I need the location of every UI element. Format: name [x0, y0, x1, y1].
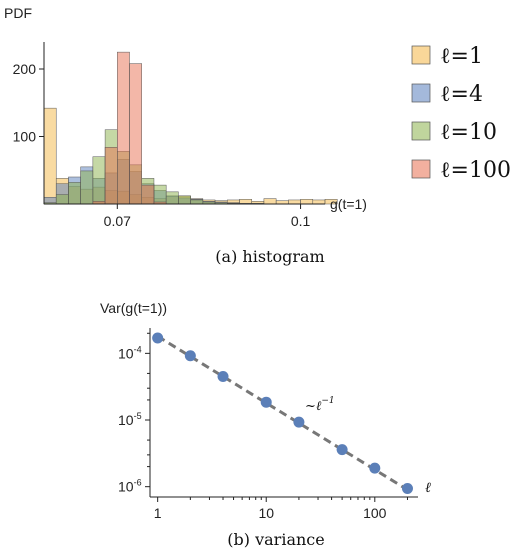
hist-bar [190, 199, 204, 205]
var-ticks: 1 10 100 10-4 10-5 10-6 [118, 332, 408, 521]
legend-label: ℓ=4 [440, 82, 483, 107]
legend-label: ℓ=100 [440, 158, 511, 183]
hist-bar [68, 182, 81, 205]
hist-bar [153, 184, 167, 205]
fit-label: ~ℓ−1 [305, 396, 335, 414]
var-data-point [152, 332, 164, 344]
var-data-point [217, 370, 229, 382]
legend-swatch [411, 83, 431, 103]
var-data-point [336, 444, 348, 456]
hist-bar [104, 147, 118, 205]
hist-bar [80, 170, 94, 205]
hist-bar [43, 107, 57, 205]
fit-label-exp: −1 [321, 396, 334, 406]
variance-panel: Var(g(t=1)) 1 10 100 10-4 10-5 10-6 ~ℓ−1 ℓ (b… [100, 300, 431, 549]
hist-bar [117, 51, 130, 205]
var-data-point [260, 396, 272, 408]
hist-bar [263, 198, 277, 205]
var-data-point [369, 462, 381, 474]
hist-bar [178, 195, 191, 205]
hist-y-tick-label: 100 [13, 129, 37, 145]
hist-bar [288, 199, 301, 205]
var-x-axis-label: ℓ [425, 480, 431, 496]
hist-bar [55, 194, 69, 205]
hist-x-tick-label: 0.07 [104, 213, 131, 229]
fit-label-base: ~ℓ [305, 399, 322, 414]
hist-legend: ℓ=1 ℓ=4 ℓ=10 ℓ=100 [411, 44, 511, 183]
hist-bar [324, 199, 338, 205]
var-data-point [293, 416, 305, 428]
var-x-tick-label: 100 [363, 505, 387, 521]
var-y-tick-label: 10-4 [118, 344, 142, 361]
var-caption: (b) variance [227, 530, 324, 549]
hist-bar [300, 199, 314, 205]
var-data-point [401, 482, 413, 494]
var-y-tick-label: 10-6 [118, 478, 142, 495]
hist-x-tick-label: 0.1 [291, 213, 311, 229]
hist-bar [275, 200, 289, 205]
fit-line [156, 335, 411, 493]
legend-swatch [411, 121, 431, 141]
legend-swatch [411, 45, 431, 65]
var-data-point [184, 350, 196, 362]
legend-label: ℓ=1 [440, 44, 483, 69]
var-points [152, 332, 413, 494]
hist-y-axis-label: PDF [4, 5, 32, 21]
hist-bar [129, 63, 142, 205]
var-x-tick-label: 10 [258, 505, 274, 521]
hist-ticks: 0.07 0.1 100 200 [13, 61, 311, 229]
hist-caption: (a) histogram [215, 247, 324, 266]
hist-bar [141, 184, 155, 205]
hist-bar [312, 199, 326, 205]
hist-x-axis-label: g(t=1) [330, 196, 367, 212]
var-y-tick-label: 10-5 [118, 411, 142, 428]
hist-bars [43, 51, 338, 205]
legend-label: ℓ=10 [440, 120, 497, 145]
hist-bar [165, 191, 179, 205]
hist-bar [92, 156, 106, 205]
histogram-panel: PDF 0.07 0.1 100 200 g(t=1) ℓ=1 ℓ=4 ℓ=10 ℓ=100… [4, 5, 511, 266]
var-y-axis-label: Var(g(t=1)) [100, 300, 167, 316]
hist-y-tick-label: 200 [13, 61, 37, 77]
legend-swatch [411, 159, 431, 179]
var-x-tick-label: 1 [154, 505, 162, 521]
